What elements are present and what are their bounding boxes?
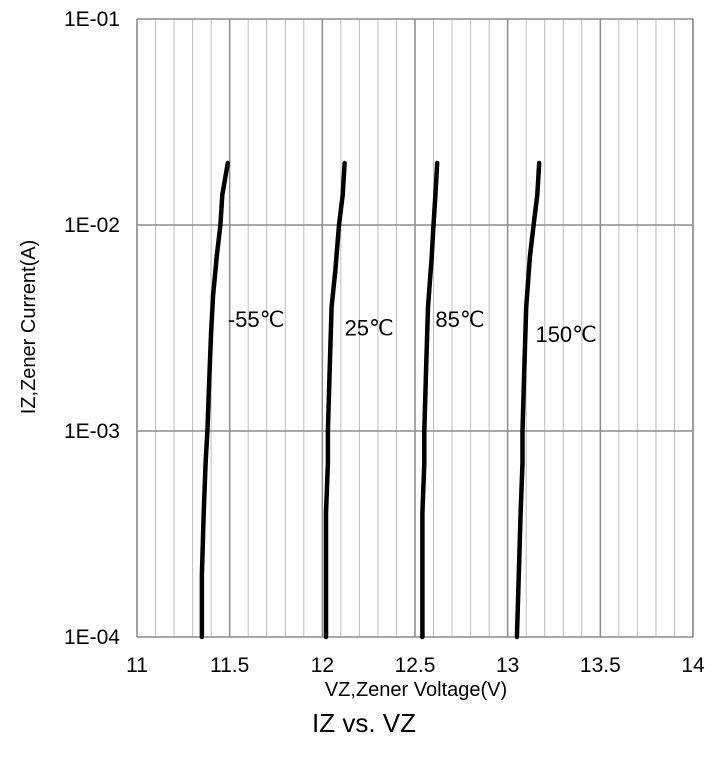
y-tick-label: 1E-01 bbox=[64, 8, 120, 31]
x-tick-label: 12 bbox=[311, 654, 334, 677]
series-line bbox=[514, 160, 542, 640]
x-tick-label: 11.5 bbox=[210, 654, 249, 677]
curve-annotations: -55℃ 25℃ 85℃ 150℃ bbox=[228, 307, 597, 347]
minor-grid bbox=[155, 19, 675, 637]
series-line bbox=[199, 160, 231, 640]
major-grid bbox=[136, 18, 694, 638]
y-axis-title: IZ,Zener Current(A) bbox=[18, 240, 40, 414]
curves bbox=[199, 160, 542, 640]
chart-title: IZ vs. VZ bbox=[312, 708, 416, 738]
curve-label: -55℃ bbox=[228, 307, 285, 332]
y-tick-labels: 1E-04 1E-03 1E-02 1E-01 bbox=[64, 8, 120, 649]
y-tick-label: 1E-04 bbox=[64, 626, 120, 649]
x-tick-label: 14 bbox=[681, 654, 705, 677]
x-tick-labels: 11 11.5 12 12.5 13 13.5 14 bbox=[126, 654, 705, 677]
x-tick-label: 13.5 bbox=[580, 654, 621, 677]
y-tick-label: 1E-02 bbox=[64, 214, 120, 237]
x-axis-title: VZ,Zener Voltage(V) bbox=[325, 679, 507, 700]
series-line bbox=[323, 160, 347, 640]
curve-label: 150℃ bbox=[535, 322, 596, 347]
curve-label: 25℃ bbox=[345, 316, 394, 341]
zener-iv-chart: 11 11.5 12 12.5 13 13.5 14 1E-041E-031E-021E-0… bbox=[18, 8, 705, 700]
x-tick-label: 11 bbox=[126, 654, 148, 677]
x-tick-label: 12.5 bbox=[395, 654, 436, 677]
y-tick-label: 1E-03 bbox=[64, 420, 120, 443]
curve-label: 85℃ bbox=[435, 307, 484, 332]
series-line bbox=[420, 160, 440, 640]
x-tick-label: 13 bbox=[496, 654, 519, 677]
